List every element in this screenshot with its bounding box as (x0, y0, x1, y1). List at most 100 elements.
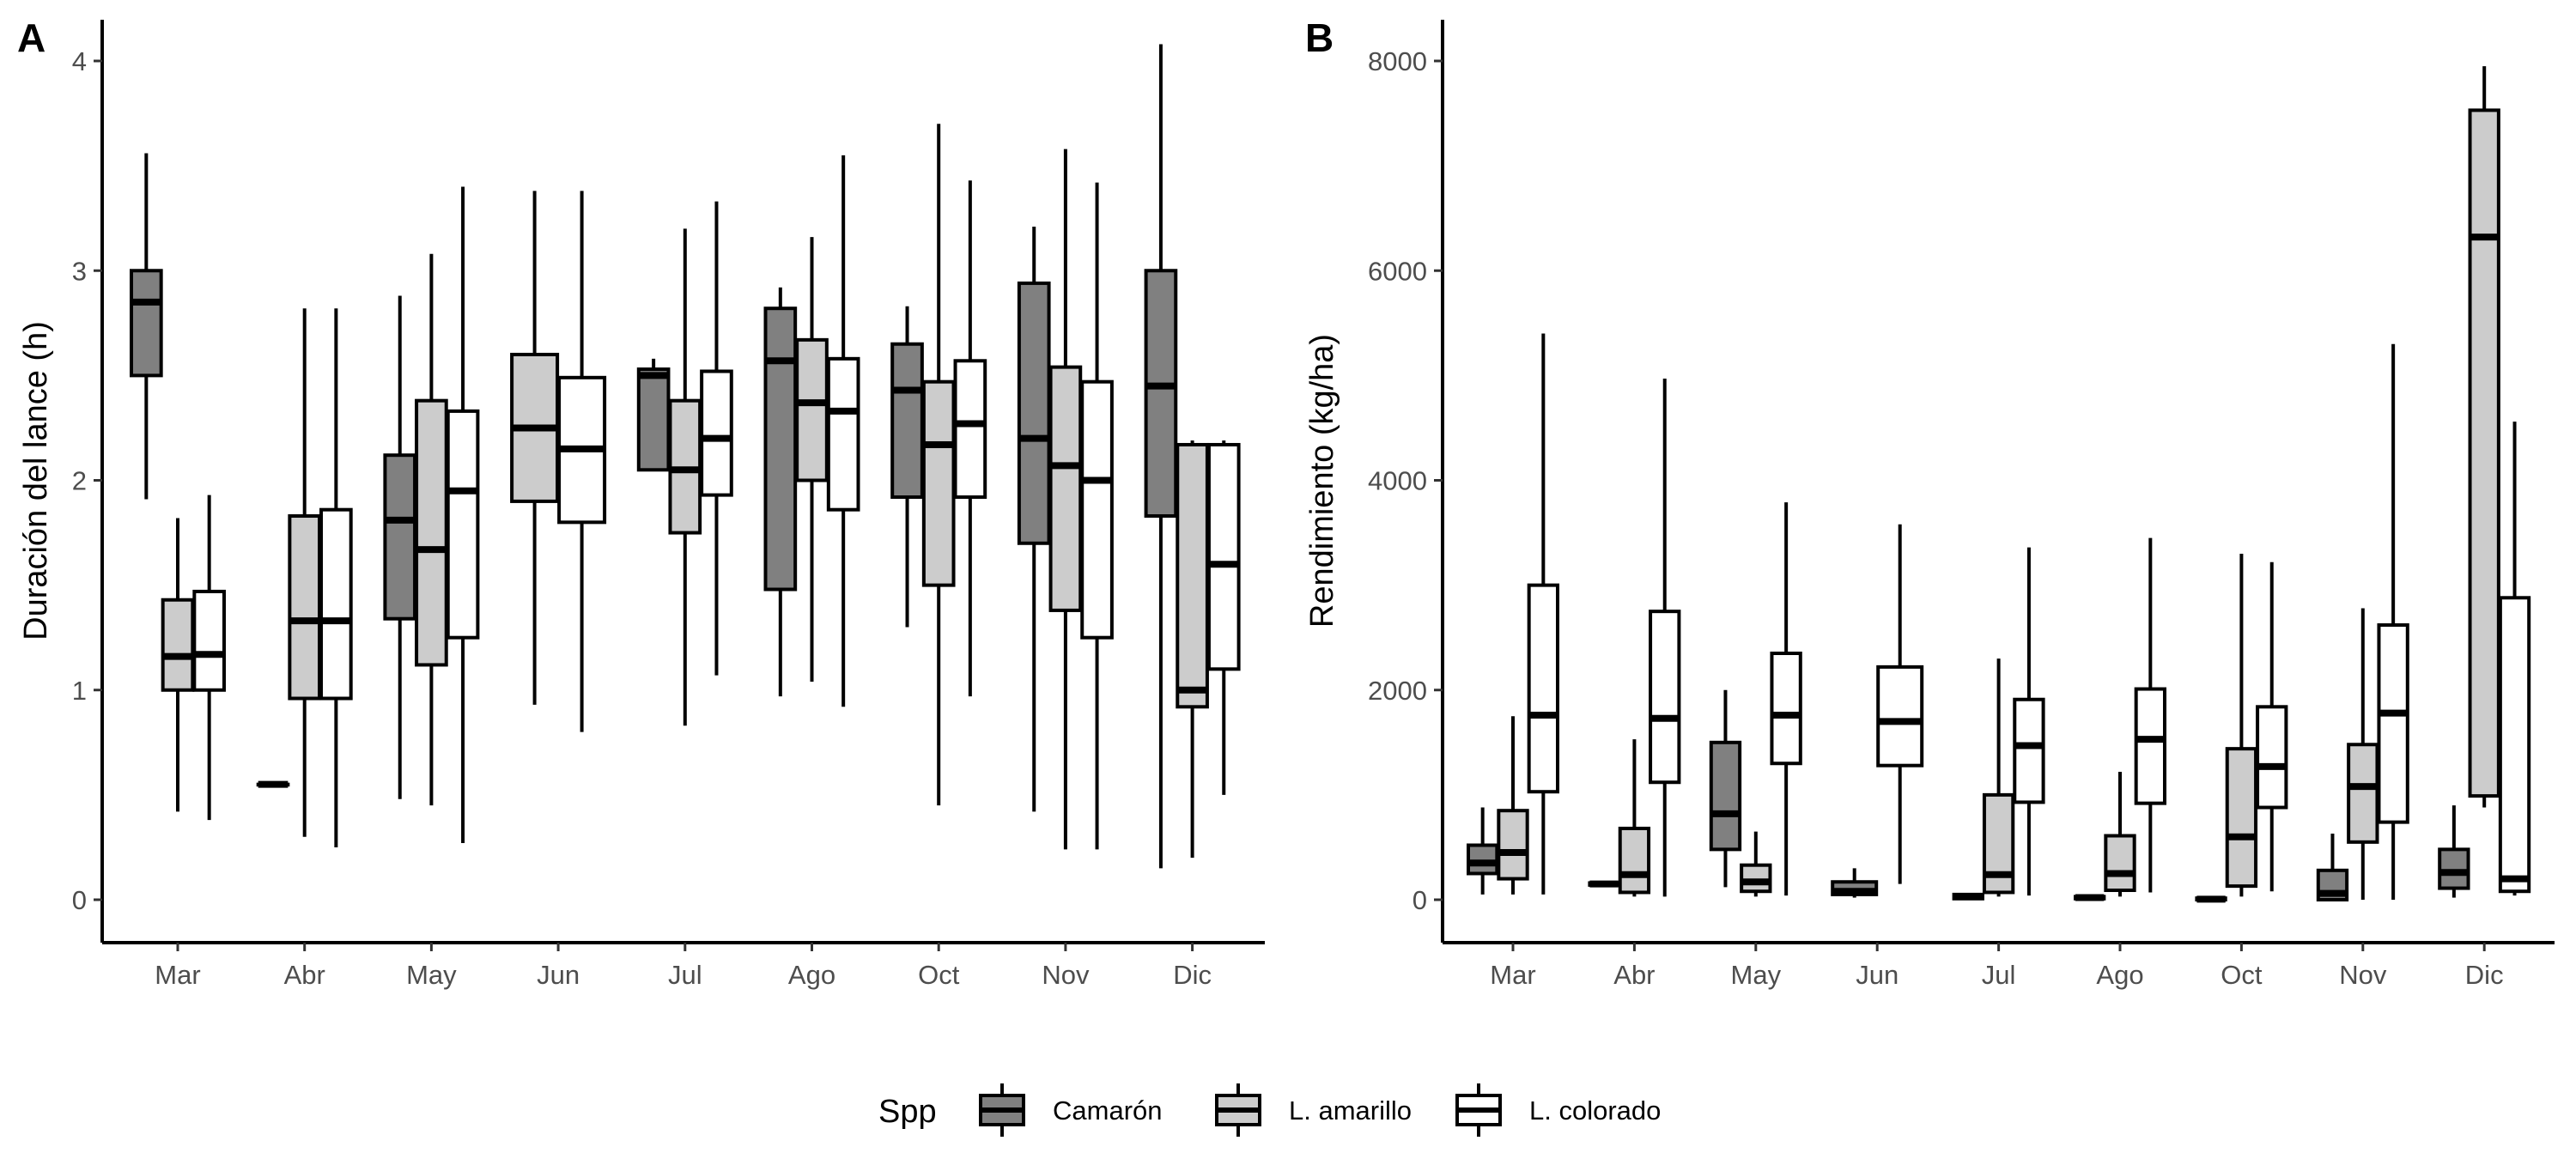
box-dic-l-colorado (1206, 440, 1241, 795)
box-iqr (2134, 687, 2167, 805)
box-ago-l-colorado (2134, 537, 2167, 893)
box-ago-l-amarillo (795, 237, 829, 682)
y-tick-label: 3 (72, 256, 87, 286)
box-iqr (1176, 442, 1209, 709)
box-dic-l-colorado (2498, 422, 2531, 896)
box-iqr (1017, 281, 1051, 545)
box-may-camar-n (1709, 689, 1742, 888)
panel-b-tag: B (1305, 15, 1334, 60)
box-dic-camar-n (1144, 44, 1178, 869)
box-nov-l-amarillo (1048, 149, 1083, 850)
x-tick-label-mar: Mar (155, 960, 200, 990)
box-iqr (763, 306, 798, 592)
box-iqr (700, 369, 733, 497)
box-nov-l-colorado (1080, 182, 1114, 850)
box-jun-camar-n (1831, 868, 1879, 898)
box-jul-camar-n (1952, 892, 1984, 901)
box-iqr (161, 598, 195, 692)
box-iqr (2013, 697, 2045, 804)
box-may-l-colorado (446, 186, 480, 844)
box-ago-l-amarillo (2104, 772, 2136, 897)
box-iqr (383, 453, 417, 621)
x-tick-label-jun: Jun (537, 960, 580, 990)
box-dic-l-amarillo (1176, 440, 1209, 859)
panel-a-tag: A (17, 15, 46, 60)
box-mar-camar-n (130, 153, 163, 500)
box-iqr (1497, 809, 1529, 881)
box-iqr (415, 398, 448, 667)
y-tick-label: 8000 (1368, 46, 1427, 76)
box-nov-l-amarillo (2347, 608, 2379, 900)
box-jul-l-amarillo (668, 228, 702, 726)
box-mar-camar-n (1467, 807, 1499, 895)
box-iqr (921, 379, 956, 587)
box-iqr (1080, 379, 1114, 640)
x-tick-label-jun: Jun (1856, 960, 1899, 990)
panel-a-y-axis-title: Duración del lance (h) (18, 321, 54, 640)
box-abr-camar-n (256, 780, 290, 788)
box-jul-camar-n (636, 358, 671, 472)
legend-item-l-amarillo: L. amarillo (1215, 1083, 1412, 1137)
x-tick-label-abr: Abr (284, 960, 325, 990)
box-oct-camar-n (890, 306, 924, 628)
box-jul-l-colorado (2013, 547, 2045, 896)
box-jun-l-colorado (557, 191, 607, 732)
box-nov-l-colorado (2377, 343, 2409, 900)
box-iqr (1740, 863, 1772, 894)
box-dic-camar-n (2438, 805, 2470, 898)
box-jul-l-amarillo (1982, 658, 2015, 897)
x-tick-label-mar: Mar (1490, 960, 1535, 990)
box-jul-l-colorado (700, 201, 733, 676)
y-tick-label: 0 (72, 885, 87, 915)
box-iqr (1206, 442, 1241, 671)
x-tick-label-jul: Jul (668, 960, 702, 990)
panel-b-y-axis-title: Rendimiento (kg/ha) (1304, 334, 1340, 628)
box-oct-l-amarillo (2225, 553, 2258, 897)
box-abr-l-colorado (1649, 379, 1681, 897)
legend-item-camar-n: Camarón (979, 1083, 1163, 1137)
x-tick-label-may: May (1731, 960, 1782, 990)
x-tick-label-oct: Oct (918, 960, 960, 990)
box-iqr (636, 367, 671, 472)
box-jun-l-amarillo (510, 191, 560, 705)
box-iqr (446, 409, 480, 640)
x-tick-label-oct: Oct (2221, 960, 2263, 990)
box-iqr (1048, 365, 1083, 612)
box-mar-l-amarillo (1497, 716, 1529, 895)
legend-label: L. amarillo (1289, 1095, 1412, 1126)
box-abr-camar-n (1588, 880, 1620, 888)
box-mar-l-colorado (192, 495, 226, 821)
box-mar-l-colorado (1527, 333, 1559, 895)
y-tick-label: 2 (72, 466, 87, 496)
box-iqr (319, 507, 353, 701)
box-may-l-colorado (1770, 502, 1802, 896)
box-iqr (2347, 743, 2379, 844)
box-iqr (192, 589, 226, 692)
x-tick-label-ago: Ago (788, 960, 835, 990)
legend-item-l-colorado: L. colorado (1455, 1083, 1661, 1137)
box-oct-l-amarillo (921, 124, 956, 806)
box-iqr (130, 269, 163, 378)
box-dic-l-amarillo (2468, 66, 2500, 808)
panel-a: A Duración del lance (h) 0 1 2 3 4 Mar Abr May J… (17, 15, 1265, 990)
box-iqr (2225, 747, 2258, 889)
x-tick-label-nov: Nov (1042, 960, 1090, 990)
box-may-l-amarillo (1740, 831, 1772, 897)
box-ago-l-colorado (826, 155, 860, 707)
box-iqr (2377, 623, 2409, 824)
box-iqr (1144, 269, 1178, 519)
box-iqr (1876, 664, 1924, 768)
box-iqr (1467, 843, 1499, 876)
y-tick-label: 0 (1413, 885, 1427, 915)
x-tick-label-may: May (406, 960, 457, 990)
y-tick-label: 2000 (1368, 676, 1427, 706)
x-tick-label-dic: Dic (1173, 960, 1212, 990)
box-may-l-amarillo (415, 253, 448, 806)
box-mar-l-amarillo (161, 518, 195, 812)
x-tick-label-nov: Nov (2339, 960, 2387, 990)
box-iqr (1709, 740, 1742, 852)
legend: Spp Camarón L. amarillo L. colorado (878, 1083, 1661, 1137)
box-abr-l-amarillo (288, 308, 322, 837)
box-iqr (2468, 108, 2500, 798)
